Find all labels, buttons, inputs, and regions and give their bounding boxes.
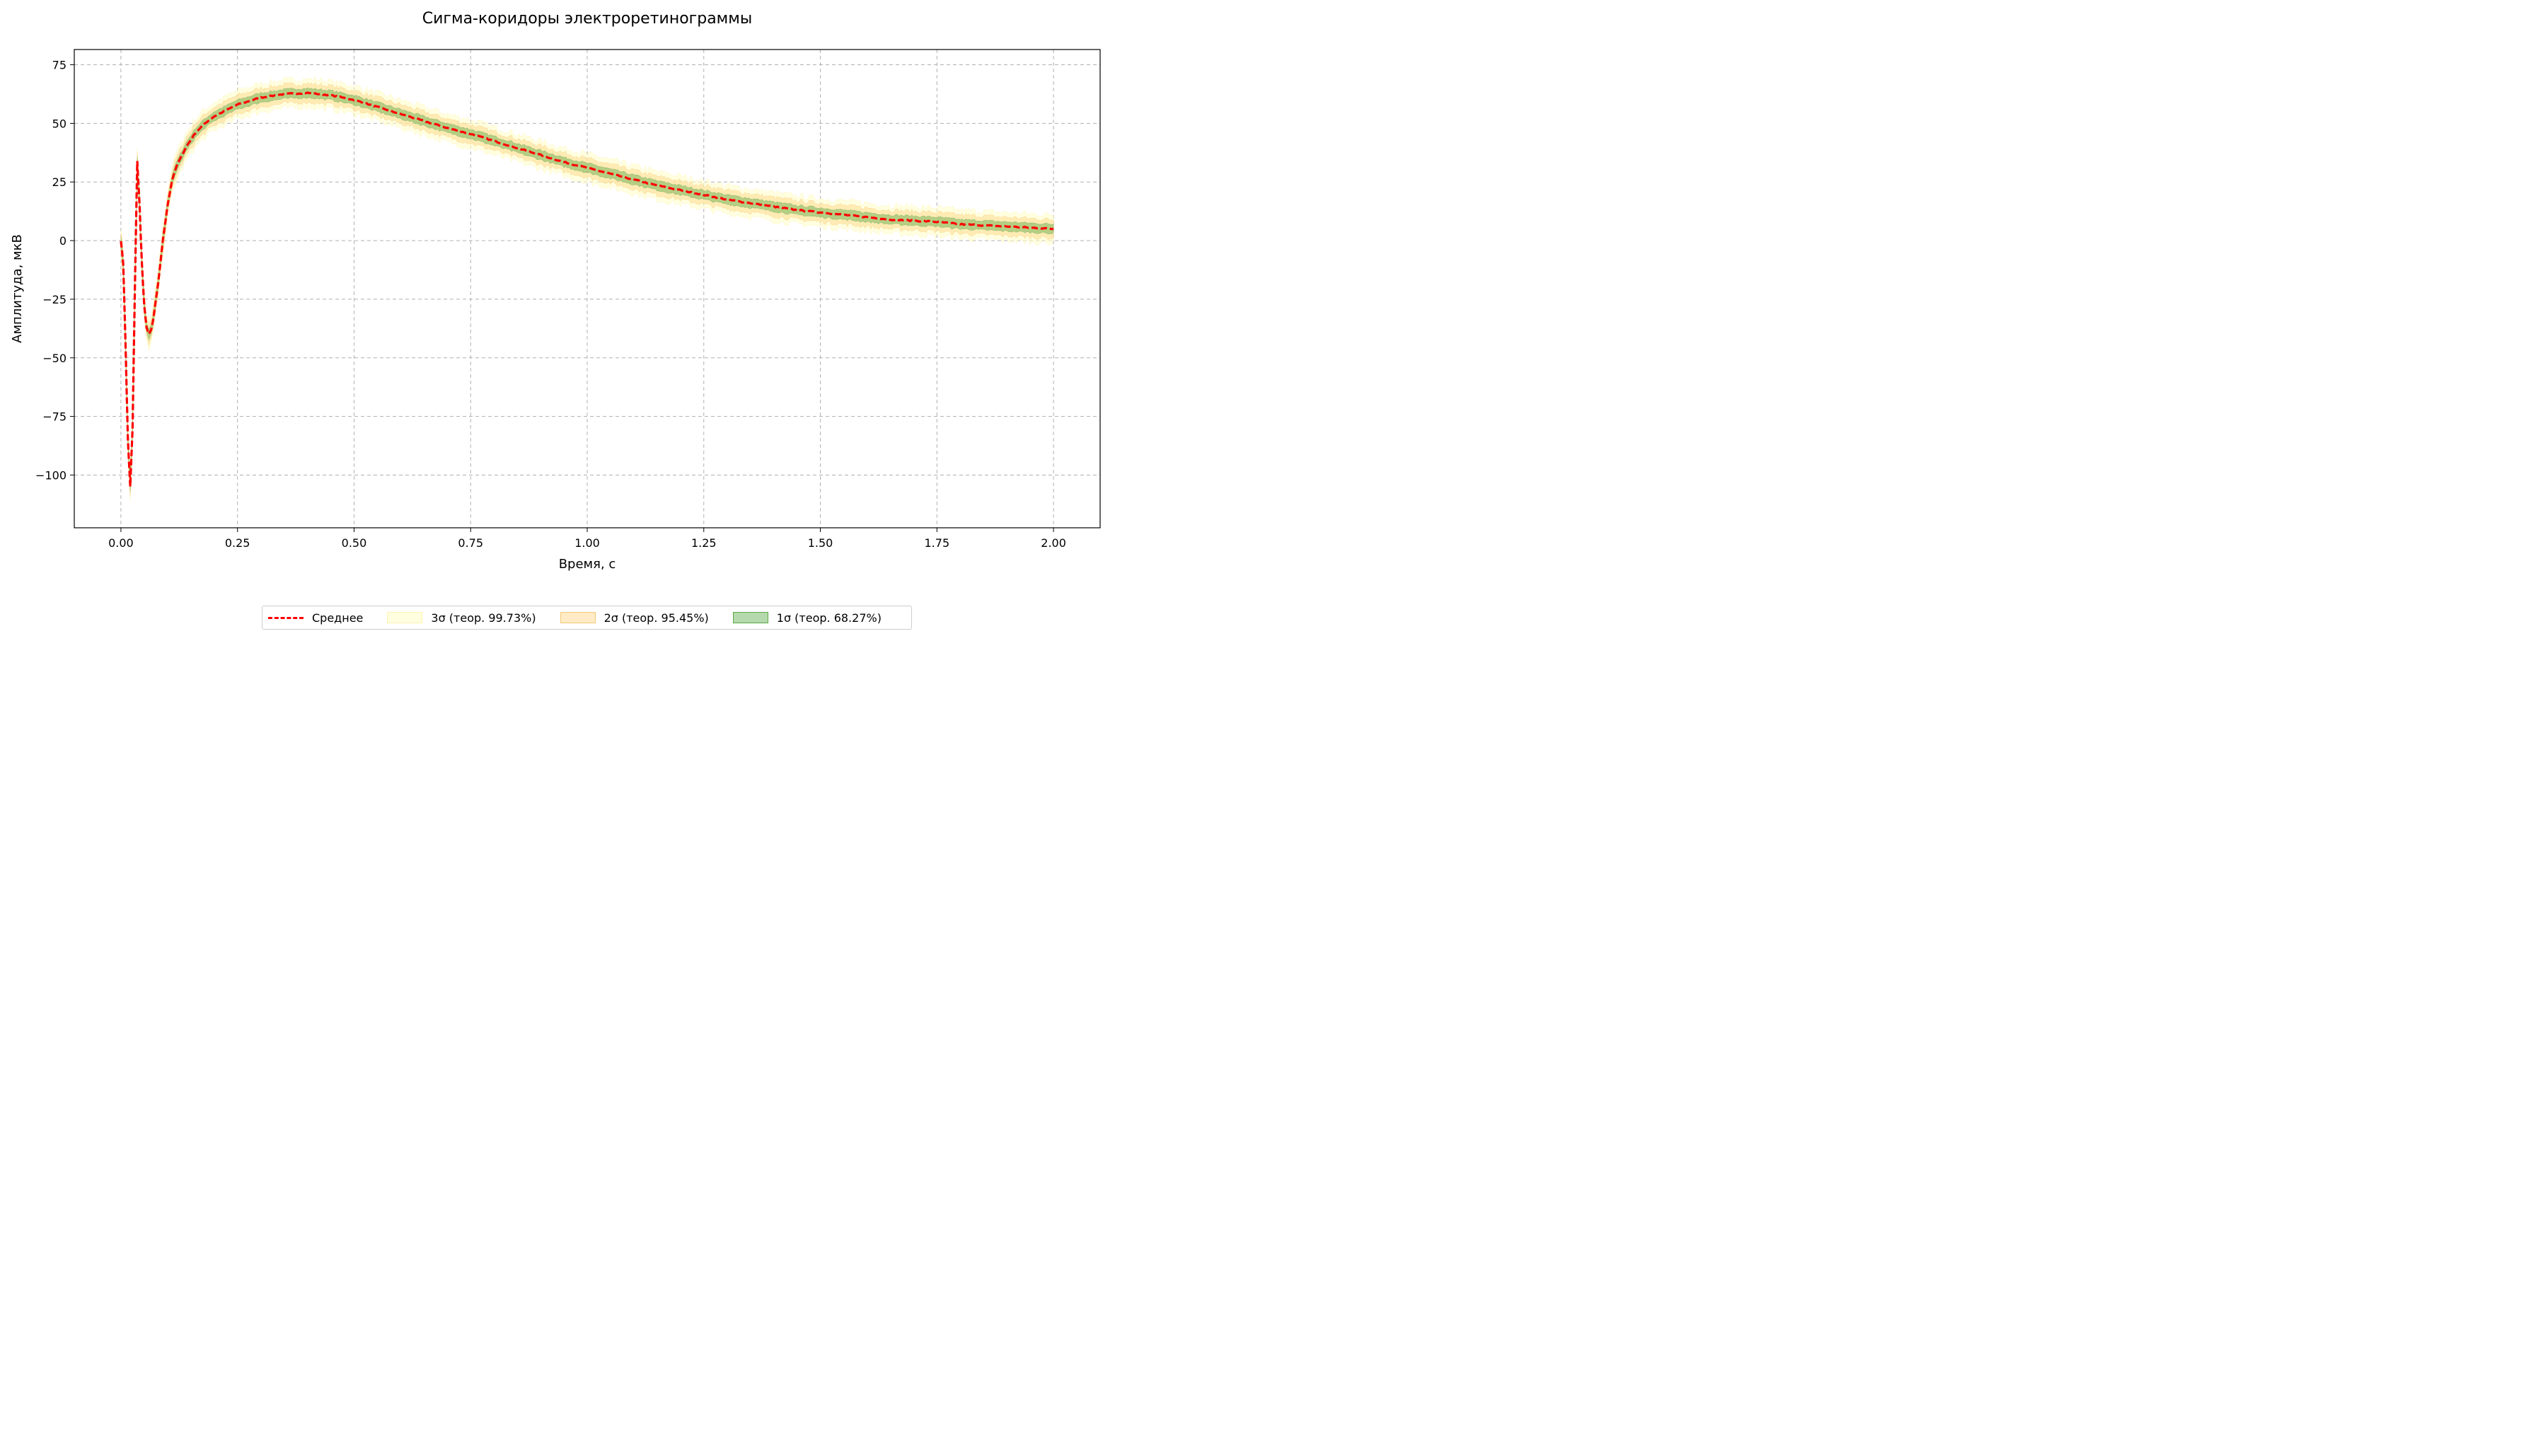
y-tick-label: 0	[59, 234, 67, 248]
y-tick-label: −50	[42, 352, 67, 365]
y-axis-label: Амплитуда, мкВ	[10, 234, 25, 343]
legend-3sigma-swatch	[387, 612, 423, 623]
grid-lines	[74, 50, 1100, 528]
mean-series-line	[120, 91, 1054, 487]
y-tick-label: 75	[52, 59, 67, 72]
legend-item-1sigma: 1σ (теор. 68.27%)	[732, 611, 882, 625]
legend-3sigma-label: 3σ (теор. 99.73%)	[431, 611, 536, 625]
y-axis-ticks: 75 50 25 0 −25 −50 −75 −100	[35, 59, 74, 482]
x-tick-label: 0.00	[108, 536, 134, 550]
x-tick-label: 2.00	[1041, 536, 1066, 550]
x-tick-label: 0.75	[458, 536, 483, 550]
legend-mean-label: Среднее	[312, 611, 364, 625]
sigma-band-1	[120, 87, 1054, 492]
mean-line-layer	[120, 91, 1054, 487]
x-tick-label: 1.25	[691, 536, 717, 550]
x-tick-label: 0.25	[225, 536, 250, 550]
x-tick-label: 1.75	[925, 536, 950, 550]
legend-1sigma-swatch	[732, 612, 768, 623]
legend-item-3sigma: 3σ (теор. 99.73%)	[387, 611, 536, 625]
sigma-band-2	[120, 82, 1054, 497]
plot-area	[74, 49, 1101, 528]
y-tick-label: 50	[52, 117, 67, 130]
legend-2sigma-swatch	[560, 612, 596, 623]
y-tick-label: −25	[42, 293, 67, 306]
y-tick-label: −75	[42, 410, 67, 424]
y-tick-label: 25	[52, 175, 67, 189]
chart-title: Сигма-коридоры электроретинограммы	[422, 10, 752, 28]
legend-mean-swatch	[268, 616, 304, 619]
legend: Среднее 3σ (теор. 99.73%) 2σ (теор. 95.4…	[262, 606, 912, 630]
x-axis-ticks: 0.00 0.25 0.50 0.75 1.00 1.25 1.50 1.75 2.00	[108, 528, 1066, 550]
legend-item-mean: Среднее	[268, 611, 363, 625]
legend-item-2sigma: 2σ (теор. 95.45%)	[560, 611, 709, 625]
y-tick-label: −100	[35, 468, 67, 482]
chart: Сигма-коридоры электроретинограммы 0.00 0…	[10, 10, 1101, 572]
legend-2sigma-label: 2σ (теор. 95.45%)	[603, 611, 709, 625]
sigma-band-3	[120, 76, 1054, 502]
legend-1sigma-label: 1σ (теор. 68.27%)	[776, 611, 882, 625]
sigma-bands	[120, 76, 1054, 502]
x-axis-label: Время, с	[559, 557, 616, 572]
x-tick-label: 0.50	[342, 536, 367, 550]
x-tick-label: 1.50	[808, 536, 833, 550]
x-tick-label: 1.00	[574, 536, 600, 550]
